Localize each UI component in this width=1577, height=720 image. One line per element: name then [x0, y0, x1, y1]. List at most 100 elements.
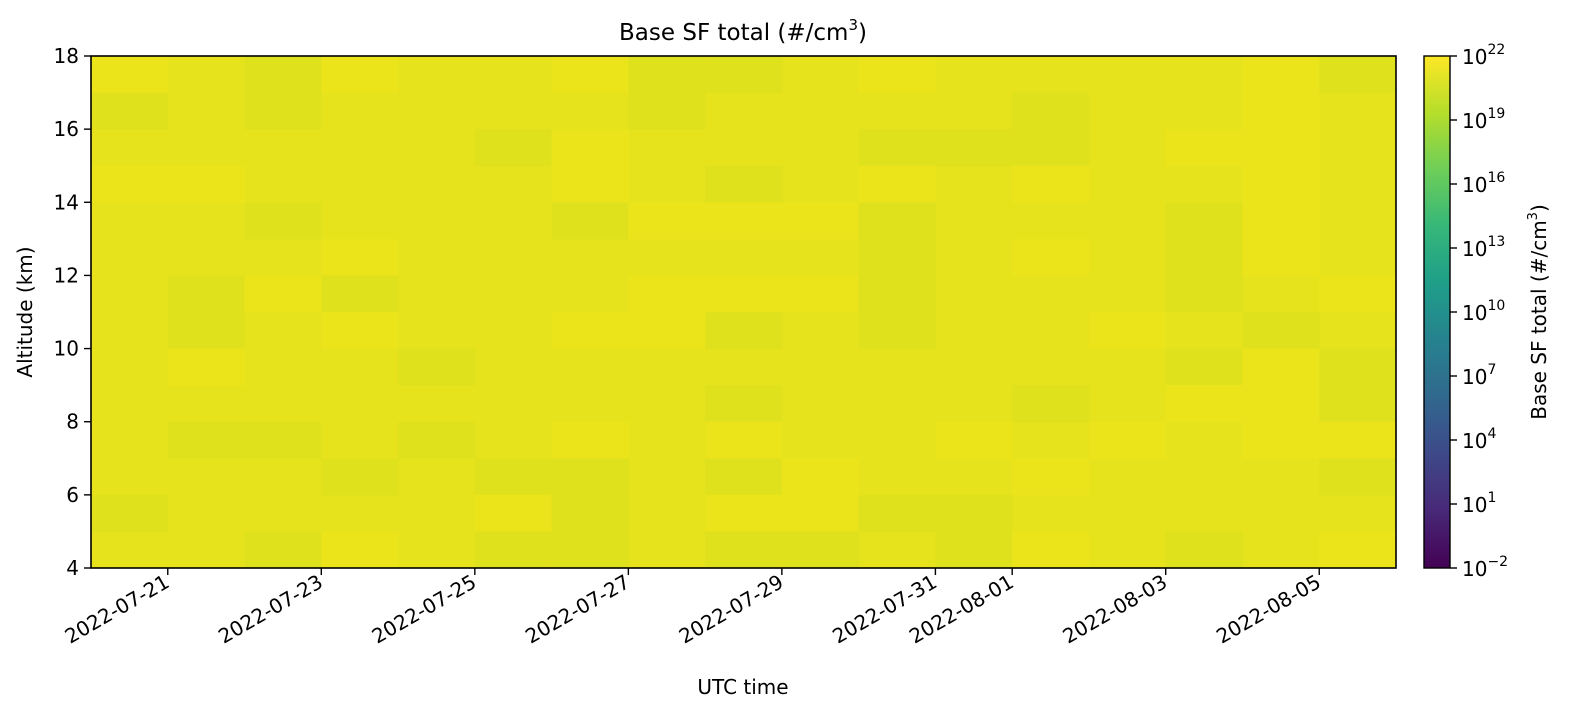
- heatmap-cell: [1012, 458, 1090, 496]
- heatmap-cell: [858, 165, 936, 203]
- colorbar-tick-label: 1013: [1462, 234, 1505, 261]
- chart-title-superscript: 3: [848, 16, 858, 34]
- heatmap-cell: [1242, 312, 1320, 350]
- heatmap-cell: [398, 421, 476, 459]
- heatmap-cell: [551, 312, 629, 350]
- colorbar-label-superscript: 3: [1526, 212, 1541, 220]
- heatmap-cell: [858, 56, 936, 94]
- heatmap-cell: [551, 56, 629, 94]
- heatmap-cell: [705, 202, 783, 240]
- heatmap-cell: [705, 165, 783, 203]
- heatmap-cell: [858, 312, 936, 350]
- heatmap-cell: [935, 531, 1013, 569]
- heatmap-cell: [1242, 129, 1320, 167]
- heatmap-cell: [244, 202, 322, 240]
- heatmap-cell: [321, 312, 399, 350]
- heatmap-cell: [474, 458, 553, 496]
- heatmap-cell: [1088, 421, 1167, 459]
- heatmap-cell: [167, 165, 246, 203]
- heatmap-cell: [167, 275, 246, 313]
- heatmap-cell: [321, 238, 399, 276]
- heatmap-cell: [551, 494, 629, 532]
- colorbar-tick-label: 1019: [1462, 106, 1505, 133]
- y-tick-label: 10: [54, 337, 79, 361]
- y-tick-label: 4: [66, 556, 79, 580]
- heatmap-cell: [858, 202, 936, 240]
- heatmap-cell: [781, 202, 860, 240]
- heatmap-cell: [1165, 385, 1243, 423]
- heatmap-cell: [551, 421, 629, 459]
- colorbar-label: Base SF total (#/cm3): [1526, 204, 1551, 420]
- heatmap-cell: [244, 421, 322, 459]
- heatmap-cell: [705, 421, 783, 459]
- heatmap-cell: [1242, 165, 1320, 203]
- heatmap-cell: [705, 458, 783, 496]
- x-tick-label: 2022-07-21: [61, 570, 174, 649]
- colorbar-ticks: 1022 1019 1016 1013 1010 107 104 101 10−2: [1450, 42, 1508, 581]
- y-tick-label: 12: [54, 263, 79, 287]
- heatmap-cell: [398, 348, 476, 386]
- heatmap-cell: [935, 129, 1013, 167]
- colorbar-tick-label: 1022: [1462, 42, 1505, 69]
- colorbar-tick-label: 101: [1462, 490, 1496, 517]
- colorbar-tick-label: 107: [1462, 362, 1496, 389]
- heatmap-cell: [1165, 238, 1243, 276]
- heatmap-cell: [781, 494, 860, 532]
- heatmap-cell: [705, 275, 783, 313]
- x-tick-label: 2022-07-25: [368, 570, 481, 649]
- heatmap-cell: [1012, 129, 1090, 167]
- heatmap-cell: [1242, 238, 1320, 276]
- heatmap-cell: [1242, 348, 1320, 386]
- y-tick-label: 6: [66, 483, 79, 507]
- heatmap-cell: [91, 494, 169, 532]
- heatmap-cell: [705, 312, 783, 350]
- heatmap-cell: [1242, 202, 1320, 240]
- heatmap-cell: [244, 275, 322, 313]
- x-tick-label: 2022-08-05: [1212, 570, 1325, 649]
- heatmap-cell: [628, 92, 706, 130]
- heatmap-cell: [705, 385, 783, 423]
- heatmap-cell: [1319, 458, 1397, 496]
- colorbar-tick-label: 10−2: [1462, 554, 1508, 581]
- heatmap-field: [91, 56, 1397, 569]
- heatmap-cell: [705, 56, 783, 94]
- colorbar-tick-label: 104: [1462, 426, 1496, 453]
- heatmap-cell: [167, 421, 246, 459]
- heatmap-cell: [551, 458, 629, 496]
- colorbar: [1424, 56, 1450, 568]
- heatmap-cell: [91, 165, 169, 203]
- heatmap-cell: [244, 531, 322, 569]
- heatmap-cell: [628, 312, 706, 350]
- heatmap-cell: [935, 421, 1013, 459]
- heatmap-cell: [1165, 348, 1243, 386]
- heatmap-cell: [1088, 312, 1167, 350]
- heatmap-cell: [858, 494, 936, 532]
- heatmap-cell: [321, 531, 399, 569]
- plot-frame: [90, 55, 1397, 569]
- heatmap-cell: [551, 129, 629, 167]
- heatmap-cell: [167, 348, 246, 386]
- x-tick-label: 2022-07-27: [521, 570, 634, 649]
- heatmap-cell: [705, 531, 783, 569]
- colorbar-tick-label: 1010: [1462, 298, 1505, 325]
- heatmap-cell: [91, 56, 169, 94]
- heatmap-cell: [1319, 385, 1397, 423]
- heatmap-cell: [1165, 275, 1243, 313]
- heatmap-cell: [551, 165, 629, 203]
- heatmap-cell: [321, 458, 399, 496]
- heatmap-cell: [1012, 385, 1090, 423]
- heatmap-cell: [1319, 275, 1397, 313]
- heatmap-cell: [1319, 421, 1397, 459]
- heatmap-cell: [321, 275, 399, 313]
- heatmap-cell: [705, 494, 783, 532]
- y-tick-label: 14: [54, 190, 79, 214]
- x-tick-label: 2022-07-29: [675, 570, 788, 649]
- heatmap-cell: [321, 56, 399, 94]
- heatmap-cell: [244, 56, 322, 94]
- heatmap-cell: [1242, 421, 1320, 459]
- heatmap-cell: [91, 92, 169, 130]
- heatmap-cell: [1012, 531, 1090, 569]
- x-axis: 2022-07-21 2022-07-23 2022-07-25 2022-07-27…: [61, 568, 1325, 648]
- chart-title: Base SF total (#/cm3): [619, 16, 867, 46]
